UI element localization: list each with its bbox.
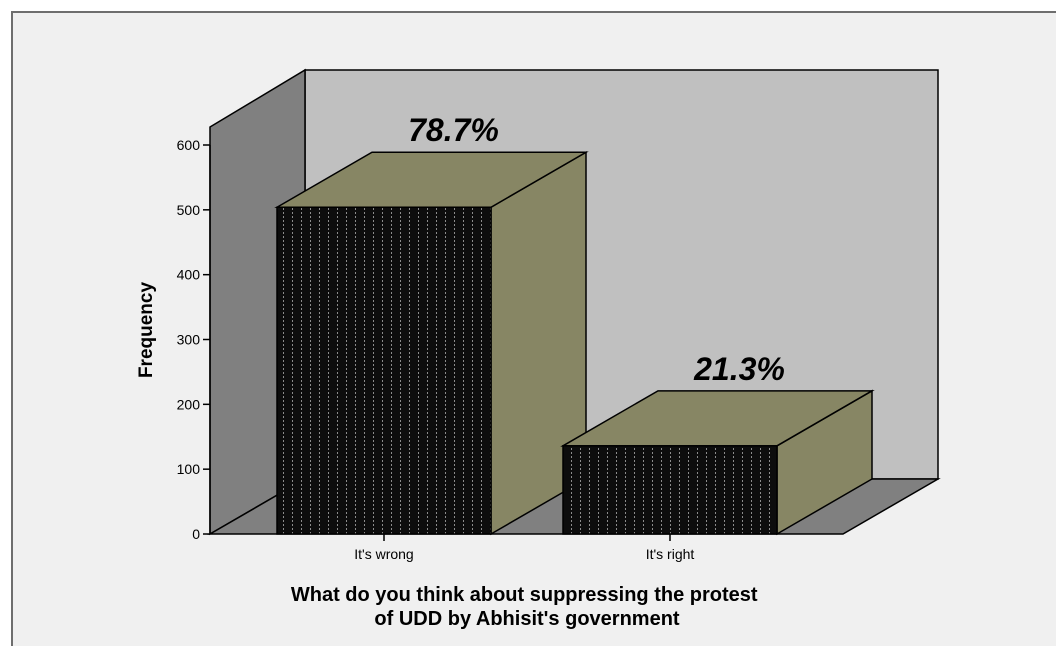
y-tick-label: 600 [177,137,201,153]
y-tick-label: 500 [177,202,201,218]
x-axis-label: What do you think about suppressing the … [291,584,763,630]
y-tick-label: 400 [177,267,201,283]
bar [560,389,875,536]
y-axis-label: Frequency [136,282,157,379]
bar-front-face [562,445,778,535]
y-tick-label: 100 [177,461,201,477]
x-tick-label: It's right [646,546,695,562]
x-axis: It's wrong It's right [354,534,694,562]
x-tick-label: It's wrong [354,546,413,562]
x-axis-label-line-2: of UDD by Abhisit's government [374,608,679,630]
bar-front-face [276,206,492,535]
bar-data-label: 78.7% [408,112,499,148]
bar [274,150,589,536]
y-tick-label: 200 [177,396,201,412]
bar-data-label: 21.3% [693,351,785,387]
y-tick-label: 300 [177,332,201,348]
y-axis: 0 100 200 300 400 500 600 [177,137,211,542]
bars: 78.7% 21.3% [274,112,875,536]
x-axis-label-line-1: What do you think about suppressing the … [291,584,758,606]
y-tick-label: 0 [192,526,200,542]
